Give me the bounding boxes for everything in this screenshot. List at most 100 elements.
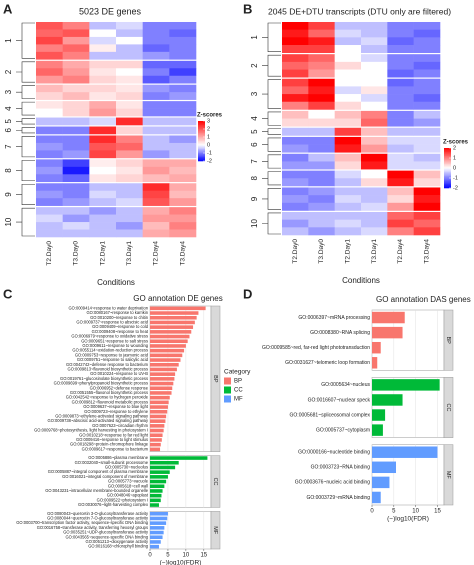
colorbar-segment	[198, 159, 205, 162]
heatmap-cell	[387, 29, 414, 38]
heatmap-cell	[142, 51, 170, 60]
heatmap-cell	[282, 45, 309, 53]
colorbar-segment	[444, 150, 451, 153]
heatmap-cell	[142, 142, 170, 151]
heatmap-cell	[308, 178, 335, 187]
heatmap-cell	[89, 183, 117, 192]
category-label: GO:0008380~RNA splicing	[310, 330, 370, 336]
colorbar-segment	[444, 153, 451, 155]
bar	[150, 540, 161, 544]
heatmap-cell	[361, 187, 388, 196]
category-label: GO:0009768~photosynthesis, light harvest…	[34, 428, 148, 433]
category-label: GO:0003723~RNA binding	[311, 465, 371, 471]
category-label: GO:0051555~flavonol biosynthetic process	[70, 390, 148, 395]
category-label: GO:0009416~response to light stimulus	[76, 437, 148, 442]
heatmap-cell	[62, 166, 90, 175]
heatmap-cell	[142, 222, 170, 230]
heatmap-cell	[413, 219, 441, 228]
heatmap-cell	[116, 51, 143, 60]
colorbar-segment	[444, 149, 451, 151]
bar	[150, 325, 194, 329]
dendrogram	[262, 188, 281, 210]
dendrogram	[16, 101, 35, 116]
colorbar-segment	[198, 143, 205, 146]
heatmap-cell	[36, 207, 63, 215]
category-label: GO:0005737~cytoplasm	[316, 427, 370, 433]
heatmap-cell	[334, 195, 362, 204]
heatmap-cell	[387, 94, 414, 103]
panel-label: D	[243, 286, 252, 301]
bar	[150, 433, 163, 438]
heatmap-cell	[169, 75, 197, 84]
colorbar-segment	[198, 155, 205, 158]
panel-label: C	[3, 286, 13, 301]
cluster-label: 9	[4, 192, 13, 197]
bar	[150, 315, 197, 320]
colorbar-tick-label: -1	[207, 150, 212, 156]
colorbar-tick-label: -2	[207, 158, 212, 164]
legend-swatch	[224, 377, 231, 385]
heatmap-cell	[116, 22, 143, 30]
x-tick-label: 10	[183, 553, 190, 559]
dendrogram	[16, 183, 35, 205]
category-label: GO:0009409~response to cold	[92, 324, 149, 329]
heatmap-cell	[282, 136, 309, 145]
heatmap-cell	[282, 227, 309, 236]
heatmap-cell	[142, 36, 170, 45]
category-label: GO:0055114~oxidation-reduction process	[72, 348, 148, 353]
heatmap-cell	[413, 78, 441, 87]
heatmap-cell	[62, 101, 90, 109]
colorbar-segment	[198, 129, 205, 131]
colorbar-segment	[198, 131, 205, 134]
x-tick-label: 10	[412, 509, 419, 515]
colorbar-segment	[444, 164, 451, 166]
heatmap-cell	[334, 127, 362, 136]
heatmap-cell	[89, 84, 117, 93]
colorbar-segment	[198, 134, 205, 136]
colorbar-tick-label: 2	[207, 126, 210, 132]
heatmap-cell	[89, 36, 117, 45]
heatmap-cell	[282, 22, 309, 30]
heatmap-cell	[116, 126, 143, 135]
heatmap-cell	[334, 22, 362, 30]
x-axis-title: Conditions	[342, 276, 380, 285]
heatmap-cell	[169, 183, 197, 192]
heatmap-cell	[62, 198, 90, 206]
legend-label: MF	[234, 397, 243, 403]
dendrogram	[16, 160, 35, 182]
heatmap-cell	[169, 222, 197, 230]
facet-strip	[210, 511, 221, 550]
bar	[150, 334, 190, 339]
heatmap-cell	[413, 37, 441, 46]
heatmap-cell	[62, 75, 90, 84]
category-label: GO:0007623~circadian rhythm	[92, 423, 148, 428]
category-label: GO:0005886~plasma membrane	[88, 455, 148, 460]
heatmap-cell	[116, 190, 143, 199]
heatmap-cell	[361, 78, 388, 87]
heatmap-cell	[334, 170, 362, 179]
x-axis-title: Conditions	[97, 278, 135, 287]
category-label: GO:0030076~light-harvesting complex	[78, 502, 148, 507]
heatmap-cell	[36, 92, 63, 100]
heatmap-cell	[413, 153, 441, 162]
category-label: GO:0005618~cell wall	[108, 483, 148, 488]
category-label: GO:0043231~intracellular membrane-bounde…	[45, 488, 148, 493]
heatmap-cell	[169, 150, 197, 159]
heatmap-cell	[169, 84, 197, 93]
heatmap-cell	[361, 94, 388, 103]
dendrogram	[262, 128, 281, 135]
heatmap-cell	[116, 150, 143, 159]
heatmap-cell	[116, 166, 143, 175]
bar	[372, 424, 383, 436]
heatmap-cell	[334, 161, 362, 170]
x-tick-label: 15	[200, 553, 207, 559]
heatmap-cell	[36, 29, 63, 38]
heatmap-cell	[282, 153, 309, 162]
x-tick-label: T3.Day4	[179, 241, 186, 266]
legend-label: BP	[234, 379, 242, 385]
heatmap-cell	[308, 110, 335, 119]
heatmap-cell	[36, 60, 63, 69]
colorbar-segment	[198, 139, 205, 142]
category-label: GO:0009873~ethylene-activated signaling …	[55, 414, 149, 419]
bar	[150, 339, 188, 344]
